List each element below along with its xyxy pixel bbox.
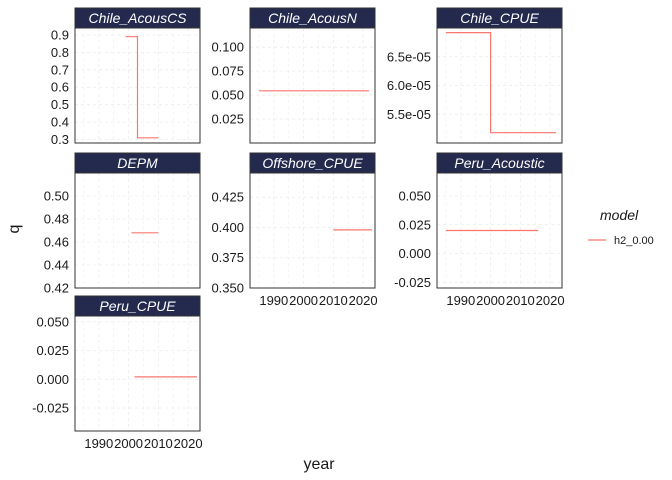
y-tick-label: 6.0e-05	[387, 78, 431, 93]
strip-label-offshore-cpue: Offshore_CPUE	[262, 155, 363, 171]
y-tick-label: 0.46	[44, 235, 69, 250]
panel-chile-cpue: Chile_CPUE 5.5e-05 6.0e-05 6.5e-05	[387, 7, 563, 144]
panel-offshore-cpue: Offshore_CPUE 0.350 0.375 0.400 0.425 1990 200…	[211, 152, 378, 308]
y-tick-label: 0.050	[211, 88, 244, 103]
panel-chile-acouscs: Chile_AcousCS 0.3 0.4 0.5 0.6 0.7 0.8 0.9	[51, 7, 201, 147]
legend: model h2_0.00	[588, 207, 654, 247]
x-tick-label: 2000	[289, 293, 318, 308]
y-tick-label: 0.7	[51, 62, 69, 77]
y-tick-label: 0.50	[44, 189, 69, 204]
panel-background	[250, 28, 375, 143]
strip-label-chile-acousn: Chile_AcousN	[268, 10, 358, 26]
x-tick-label: 1990	[259, 293, 288, 308]
y-tick-label: 0.000	[36, 372, 69, 387]
panel-background	[250, 173, 375, 288]
x-tick-label: 1990	[84, 436, 113, 451]
panel-frame	[436, 27, 563, 144]
y-tick-label: 0.4	[51, 115, 69, 130]
x-tick-label: 2020	[349, 293, 378, 308]
panel-frame	[249, 172, 376, 289]
y-tick-label: 0.000	[398, 246, 431, 261]
facet-panels: Chile_AcousCS0.30.40.50.60.70.80.9Chile_…	[32, 7, 565, 451]
grid	[75, 316, 200, 431]
x-tick-label: 1990	[446, 293, 475, 308]
y-axis-title: q	[6, 225, 23, 234]
series-line-h2_0.00	[445, 31, 556, 134]
y-tick-label: 0.100	[211, 40, 244, 55]
y-tick-label: -0.025	[32, 401, 69, 416]
panel-background	[75, 316, 200, 431]
strip-label-chile-acouscs: Chile_AcousCS	[88, 10, 187, 26]
legend-label-h2_0.00: h2_0.00	[614, 235, 654, 247]
y-tick-label: 5.5e-05	[387, 107, 431, 122]
y-tick-label: -0.025	[394, 275, 431, 290]
panel-depm: DEPM 0.42 0.44 0.46 0.48 0.50	[44, 152, 201, 296]
y-tick-label: 0.375	[211, 250, 244, 265]
y-tick-label: 0.8	[51, 45, 69, 60]
grid	[437, 173, 562, 288]
y-tick-label: 0.5	[51, 97, 69, 112]
strip-label-chile-cpue: Chile_CPUE	[460, 10, 539, 26]
y-tick-label: 0.425	[211, 190, 244, 205]
strip-label-peru-acoustic: Peru_Acoustic	[454, 155, 544, 171]
y-tick-label: 6.5e-05	[387, 49, 431, 64]
y-tick-label: 0.025	[36, 343, 69, 358]
y-tick-label: 0.025	[398, 217, 431, 232]
panel-frame	[249, 27, 376, 144]
panel-frame	[74, 172, 201, 289]
strip-label-depm: DEPM	[117, 155, 158, 171]
y-tick-label: 0.42	[44, 281, 69, 296]
y-tick-label: 0.48	[44, 212, 69, 227]
panel-frame	[436, 172, 563, 289]
y-tick-label: 0.3	[51, 132, 69, 147]
panel-background	[75, 173, 200, 288]
y-tick-label: 0.44	[44, 258, 69, 273]
x-tick-label: 2020	[536, 293, 565, 308]
legend-title: model	[600, 207, 639, 223]
y-tick-label: 0.6	[51, 80, 69, 95]
grid	[250, 28, 375, 143]
panel-chile-acousn: Chile_AcousN 0.025 0.050 0.075 0.100	[211, 7, 376, 144]
panel-frame	[74, 27, 201, 144]
y-tick-label: 0.050	[36, 314, 69, 329]
y-tick-label: 0.400	[211, 220, 244, 235]
x-tick-label: 2000	[114, 436, 143, 451]
y-tick-label: 0.075	[211, 64, 244, 79]
x-tick-label: 2000	[476, 293, 505, 308]
panel-frame	[74, 315, 201, 432]
y-tick-label: 0.050	[398, 189, 431, 204]
x-tick-label: 2010	[144, 436, 173, 451]
y-tick-label: 0.025	[211, 112, 244, 127]
x-tick-label: 2010	[506, 293, 535, 308]
y-tick-label: 0.9	[51, 27, 69, 42]
y-tick-label: 0.350	[211, 281, 244, 296]
x-tick-label: 2020	[174, 436, 203, 451]
x-axis-title: year	[303, 456, 335, 473]
strip-label-peru-cpue: Peru_CPUE	[99, 298, 176, 314]
x-tick-label: 2010	[319, 293, 348, 308]
series-line-h2_0.00	[125, 36, 159, 139]
